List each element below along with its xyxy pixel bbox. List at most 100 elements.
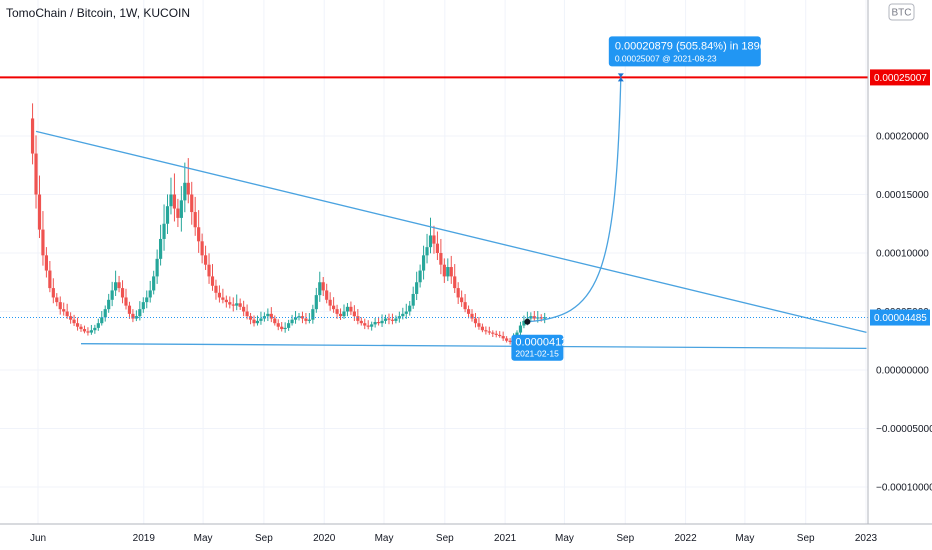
candle-body	[228, 302, 232, 305]
candle-body	[162, 223, 166, 239]
y-tick-label: 0.00015000	[876, 190, 929, 201]
candle-body	[297, 316, 301, 318]
current-point-annotation-box	[511, 334, 564, 361]
projection-end-marker	[617, 73, 624, 82]
candle-body	[460, 297, 464, 303]
candle-body	[221, 297, 225, 300]
candle-body	[356, 316, 360, 321]
candle-body	[255, 320, 260, 324]
candle-body	[408, 305, 412, 312]
candle-body	[290, 319, 294, 324]
candle-body	[165, 206, 170, 224]
trendline-lower	[81, 343, 867, 350]
candle-body	[376, 322, 381, 324]
candle-body	[155, 258, 159, 277]
candle-body	[276, 323, 280, 327]
candle-body	[207, 264, 211, 277]
candle-body	[280, 326, 284, 330]
candle-body	[93, 327, 97, 331]
x-tick-label: 2020	[313, 533, 336, 544]
lines-layer	[0, 73, 868, 350]
candle-body	[373, 322, 377, 325]
candle-body	[141, 302, 145, 310]
candle-body	[172, 194, 177, 209]
candle-body	[210, 276, 215, 286]
trendline-upper	[35, 130, 867, 333]
x-tick-label: Sep	[436, 533, 454, 544]
candle-body	[203, 255, 208, 265]
currency-badge-label: BTC	[892, 8, 912, 19]
candle-body	[453, 276, 457, 289]
candle-body	[491, 332, 495, 334]
y-tick-label: −0.00005000	[876, 424, 932, 435]
candle-body	[152, 276, 156, 291]
candle-body	[359, 320, 363, 324]
candle-body	[100, 317, 104, 324]
candle-body	[231, 304, 235, 306]
price-tag-box	[870, 69, 930, 86]
candle-body	[387, 318, 391, 320]
x-tick-label: 2021	[494, 533, 517, 544]
candle-body	[394, 318, 398, 321]
candle-body	[273, 318, 277, 324]
x-tick-label: May	[555, 533, 574, 544]
projection-start-point	[524, 318, 531, 325]
candle-body	[318, 282, 322, 296]
candle-body	[484, 330, 488, 332]
y-tick-label: 0.00010000	[876, 249, 929, 260]
candle-body	[127, 305, 132, 314]
candle-body	[345, 306, 350, 312]
x-tick-label: 2019	[133, 533, 156, 544]
candle-body	[304, 318, 308, 321]
candle-body	[148, 290, 152, 298]
candle-body	[439, 253, 443, 265]
candle-body	[176, 208, 180, 218]
candle-body	[110, 290, 114, 300]
candle-body	[363, 323, 367, 326]
candle-body	[432, 235, 436, 244]
candle-body	[34, 153, 38, 195]
candle-body	[44, 255, 49, 271]
x-tick-label: May	[375, 533, 394, 544]
x-tick-label: 2022	[674, 533, 697, 544]
candle-body	[300, 316, 305, 319]
candle-body	[117, 282, 121, 289]
candle-body	[179, 200, 183, 218]
candle-body	[518, 325, 523, 333]
candle-body	[65, 311, 69, 317]
candle-body	[529, 316, 533, 319]
candle-body	[158, 238, 163, 259]
candle-body	[86, 331, 90, 333]
candle-body	[473, 318, 478, 324]
current-point-annotation-line1: 0.00004128	[515, 337, 573, 349]
candle-body	[217, 292, 222, 298]
target-annotation-line1: 0.00020879 (505.84%) in 189d 1h	[615, 40, 781, 52]
candle-body	[543, 317, 547, 319]
candle-body	[48, 270, 52, 289]
candle-body	[314, 295, 318, 310]
candle-body	[449, 267, 453, 277]
candle-body	[446, 267, 450, 277]
candle-body	[501, 336, 505, 339]
candle-body	[120, 288, 125, 298]
price-tag-box	[870, 309, 930, 326]
candle-body	[183, 182, 187, 201]
candle-body	[470, 313, 474, 319]
chart-title: TomoChain / Bitcoin, 1W, KUCOIN	[6, 6, 190, 20]
candle-body	[72, 319, 76, 324]
candle-body	[242, 306, 246, 312]
x-tick-label: Jun	[30, 533, 46, 544]
candle-body	[248, 316, 253, 320]
candle-body	[342, 311, 346, 317]
candle-body	[214, 285, 218, 293]
candle-body	[96, 323, 100, 328]
candle-body	[494, 333, 498, 335]
candle-body	[332, 305, 336, 310]
candle-body	[425, 247, 429, 256]
candle-body	[269, 313, 273, 319]
candle-body	[428, 235, 433, 248]
candle-body	[259, 318, 263, 321]
candle-body	[421, 255, 426, 271]
